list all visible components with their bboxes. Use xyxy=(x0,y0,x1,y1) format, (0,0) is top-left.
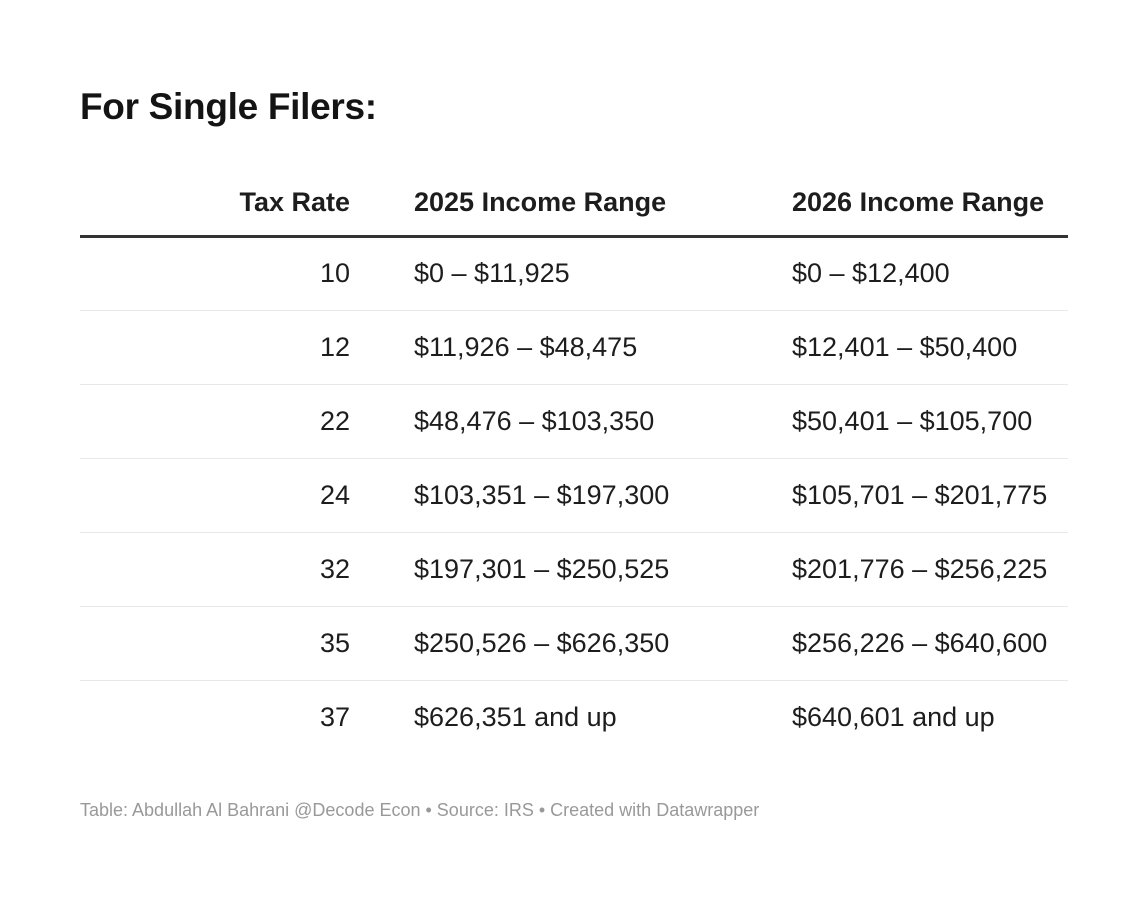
column-header-2025-income-range: 2025 Income Range xyxy=(382,169,759,238)
header-row: Tax Rate 2025 Income Range 2026 Income R… xyxy=(80,169,1068,238)
tax-rate-cell: 32 xyxy=(80,532,382,607)
table-header: Tax Rate 2025 Income Range 2026 Income R… xyxy=(80,169,1068,238)
table-row: 22 $48,476 – $103,350 $50,401 – $105,700 xyxy=(80,384,1068,459)
column-header-2026-income-range: 2026 Income Range xyxy=(759,169,1068,238)
income-2025-cell: $197,301 – $250,525 xyxy=(382,532,759,607)
income-2025-cell: $11,926 – $48,475 xyxy=(382,310,759,385)
column-header-tax-rate: Tax Rate xyxy=(80,169,382,238)
page-title: For Single Filers: xyxy=(80,86,377,127)
income-2025-cell: $0 – $11,925 xyxy=(382,236,759,311)
tax-brackets-table: Tax Rate 2025 Income Range 2026 Income R… xyxy=(80,169,1068,754)
tax-rate-cell: 24 xyxy=(80,458,382,533)
income-2025-cell: $48,476 – $103,350 xyxy=(382,384,759,459)
tax-rate-cell: 22 xyxy=(80,384,382,459)
tax-rate-cell: 12 xyxy=(80,310,382,385)
income-2026-cell: $201,776 – $256,225 xyxy=(759,532,1068,607)
table-row: 12 $11,926 – $48,475 $12,401 – $50,400 xyxy=(80,310,1068,385)
table-body: 10 $0 – $11,925 $0 – $12,400 12 $11,926 … xyxy=(80,236,1068,754)
table-row: 10 $0 – $11,925 $0 – $12,400 xyxy=(80,236,1068,311)
income-2026-cell: $105,701 – $201,775 xyxy=(759,458,1068,533)
table-attribution: Table: Abdullah Al Bahrani @Decode Econ … xyxy=(80,800,760,821)
income-2026-cell: $256,226 – $640,600 xyxy=(759,606,1068,681)
tax-rate-cell: 35 xyxy=(80,606,382,681)
income-2025-cell: $626,351 and up xyxy=(414,702,617,733)
income-2026-cell: $12,401 – $50,400 xyxy=(759,310,1068,385)
income-2025-cell: $103,351 – $197,300 xyxy=(382,458,759,533)
table-row: 37 $626,351 and up $640,601 and up xyxy=(80,680,1068,754)
tax-rate-cell: 37 xyxy=(319,702,350,733)
table-row: 35 $250,526 – $626,350 $256,226 – $640,6… xyxy=(80,606,1068,681)
table-row: 32 $197,301 – $250,525 $201,776 – $256,2… xyxy=(80,532,1068,607)
table-card: For Single Filers: Tax Rate 2025 Income … xyxy=(80,86,1068,821)
income-2026-cell: $0 – $12,400 xyxy=(759,236,1068,311)
tax-rate-cell: 10 xyxy=(80,236,382,311)
income-2026-cell: $640,601 and up xyxy=(792,702,995,733)
income-2026-cell: $50,401 – $105,700 xyxy=(759,384,1068,459)
income-2025-cell: $250,526 – $626,350 xyxy=(382,606,759,681)
table-row: 24 $103,351 – $197,300 $105,701 – $201,7… xyxy=(80,458,1068,533)
